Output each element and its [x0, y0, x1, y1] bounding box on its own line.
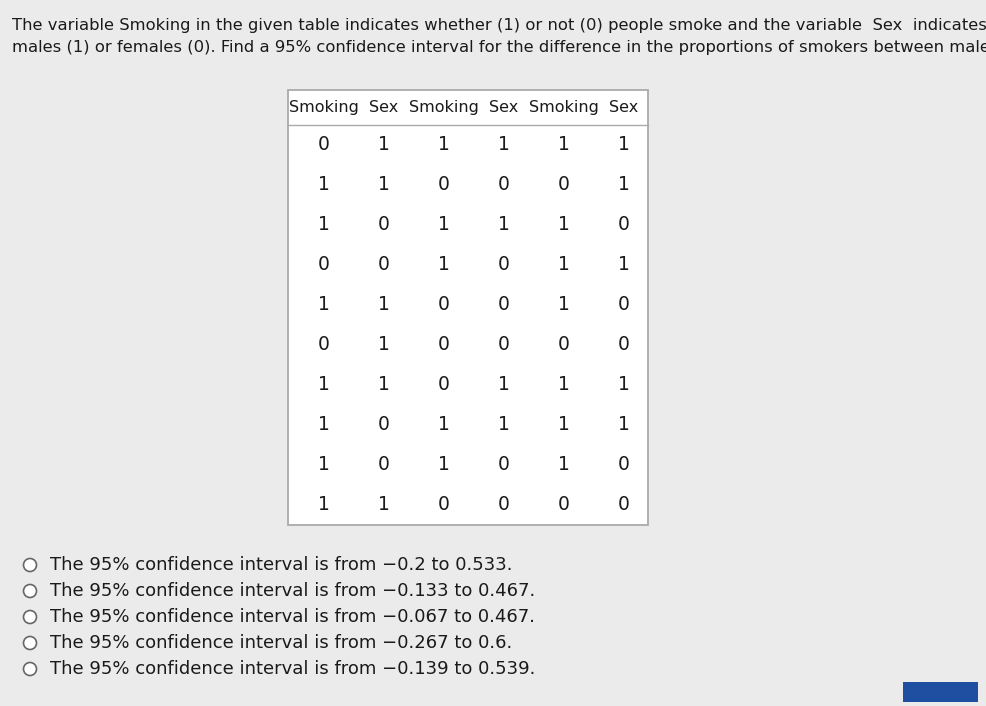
Text: males (1) or females (0). Find a 95% confidence interval for the difference in t: males (1) or females (0). Find a 95% con…: [12, 40, 986, 55]
Text: 1: 1: [558, 215, 570, 234]
Text: 0: 0: [438, 176, 450, 194]
Text: Sex: Sex: [370, 100, 398, 115]
Text: 1: 1: [498, 376, 510, 395]
Text: 1: 1: [558, 136, 570, 155]
Text: Smoking: Smoking: [529, 100, 599, 115]
Text: 1: 1: [318, 376, 330, 395]
Text: 1: 1: [318, 296, 330, 314]
Text: 0: 0: [498, 455, 510, 474]
Text: 1: 1: [438, 455, 450, 474]
Text: Sex: Sex: [489, 100, 519, 115]
Text: 1: 1: [438, 136, 450, 155]
Text: 0: 0: [498, 496, 510, 515]
Text: 1: 1: [378, 335, 389, 354]
Text: The 95% confidence interval is from −0.2 to 0.533.: The 95% confidence interval is from −0.2…: [50, 556, 513, 574]
Text: 0: 0: [498, 176, 510, 194]
Text: 1: 1: [558, 376, 570, 395]
Text: 1: 1: [378, 176, 389, 194]
Text: 1: 1: [438, 256, 450, 275]
Circle shape: [24, 611, 36, 623]
Circle shape: [24, 662, 36, 676]
Text: 0: 0: [558, 496, 570, 515]
Circle shape: [24, 585, 36, 597]
Text: 1: 1: [618, 416, 630, 434]
Text: 1: 1: [558, 416, 570, 434]
Text: 1: 1: [318, 496, 330, 515]
Text: 0: 0: [378, 416, 389, 434]
Text: 1: 1: [318, 176, 330, 194]
Text: 1: 1: [558, 455, 570, 474]
Text: The 95% confidence interval is from −0.133 to 0.467.: The 95% confidence interval is from −0.1…: [50, 582, 535, 600]
Text: 1: 1: [498, 136, 510, 155]
Text: The variable Smoking in the given table indicates whether (1) or not (0) people : The variable Smoking in the given table …: [12, 18, 986, 33]
Text: 0: 0: [618, 215, 630, 234]
Text: 0: 0: [438, 376, 450, 395]
Bar: [288, 90, 648, 525]
Text: The 95% confidence interval is from −0.067 to 0.467.: The 95% confidence interval is from −0.0…: [50, 608, 535, 626]
Text: 0: 0: [498, 256, 510, 275]
Text: 1: 1: [618, 256, 630, 275]
Text: Sex: Sex: [609, 100, 639, 115]
Text: 0: 0: [618, 335, 630, 354]
Text: 1: 1: [498, 416, 510, 434]
Text: 1: 1: [438, 416, 450, 434]
Text: 0: 0: [618, 455, 630, 474]
Text: 0: 0: [318, 256, 330, 275]
Text: 0: 0: [498, 296, 510, 314]
Text: 0: 0: [378, 256, 389, 275]
Text: 1: 1: [318, 455, 330, 474]
Text: 0: 0: [438, 335, 450, 354]
Text: 1: 1: [618, 376, 630, 395]
Text: 1: 1: [618, 136, 630, 155]
Text: 1: 1: [378, 136, 389, 155]
Circle shape: [24, 558, 36, 571]
Text: 1: 1: [318, 215, 330, 234]
Text: 0: 0: [378, 455, 389, 474]
Text: 1: 1: [378, 376, 389, 395]
Text: Smoking: Smoking: [409, 100, 479, 115]
Text: 0: 0: [438, 296, 450, 314]
Text: 0: 0: [618, 496, 630, 515]
Bar: [903, 682, 978, 702]
Text: 0: 0: [378, 215, 389, 234]
Text: 1: 1: [618, 176, 630, 194]
Text: 0: 0: [318, 136, 330, 155]
Text: 1: 1: [378, 496, 389, 515]
Text: 0: 0: [618, 296, 630, 314]
Text: 1: 1: [318, 416, 330, 434]
Text: 1: 1: [498, 215, 510, 234]
Text: 1: 1: [378, 296, 389, 314]
Text: The 95% confidence interval is from −0.267 to 0.6.: The 95% confidence interval is from −0.2…: [50, 634, 513, 652]
Text: 1: 1: [438, 215, 450, 234]
Text: 0: 0: [498, 335, 510, 354]
Text: 1: 1: [558, 296, 570, 314]
Text: 0: 0: [438, 496, 450, 515]
Text: 0: 0: [558, 335, 570, 354]
Text: The 95% confidence interval is from −0.139 to 0.539.: The 95% confidence interval is from −0.1…: [50, 660, 535, 678]
Text: Smoking: Smoking: [289, 100, 359, 115]
Circle shape: [24, 637, 36, 650]
Text: 0: 0: [318, 335, 330, 354]
Text: 0: 0: [558, 176, 570, 194]
Text: 1: 1: [558, 256, 570, 275]
